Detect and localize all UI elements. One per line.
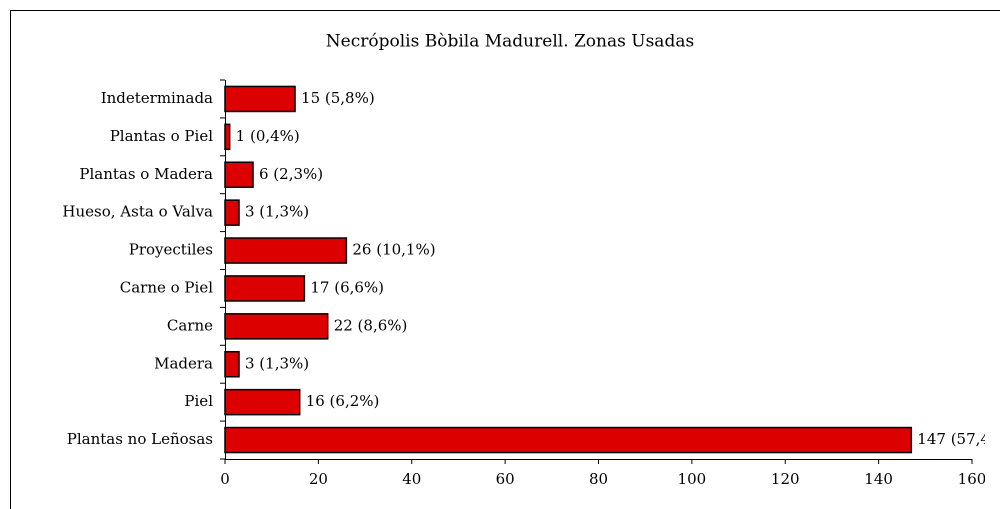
value-label: 147 (57,4%)	[917, 430, 1000, 448]
x-tick-label: 20	[309, 470, 328, 488]
bar	[224, 123, 231, 151]
bar	[224, 426, 913, 454]
y-tick-label: Madera	[154, 354, 213, 372]
value-label: 26 (10,1%)	[352, 241, 435, 259]
x-tick-label: 80	[589, 470, 608, 488]
x-tick-label: 120	[771, 470, 800, 488]
bar	[224, 237, 348, 264]
value-label: 1 (0,4%)	[236, 127, 300, 145]
bar	[224, 199, 240, 226]
x-tick-label: 0	[220, 470, 230, 488]
x-tick-label: 140	[864, 470, 893, 488]
x-tick-label: 60	[496, 470, 515, 488]
value-label: 6 (2,3%)	[259, 165, 323, 183]
y-tick-label: Piel	[184, 392, 213, 410]
bar	[224, 388, 301, 416]
value-label: 17 (6,6%)	[310, 278, 384, 296]
y-tick-label: Indeterminada	[101, 89, 213, 107]
value-label: 22 (8,6%)	[334, 316, 408, 334]
x-tick-label: 40	[402, 470, 421, 488]
y-tick-label: Plantas o Piel	[110, 127, 213, 145]
bar	[224, 313, 329, 340]
y-tick-label: Hueso, Asta o Valva	[62, 203, 213, 221]
x-tick-label: 100	[678, 470, 707, 488]
x-tick-label: 160	[958, 470, 987, 488]
value-label: 3 (1,3%)	[245, 203, 309, 221]
value-label: 3 (1,3%)	[245, 354, 309, 372]
y-tick-label: Plantas no Leñosas	[67, 430, 213, 448]
chart-title: Necrópolis Bòbila Madurell. Zonas Usadas	[326, 32, 694, 52]
bar	[224, 161, 254, 189]
bar	[224, 85, 296, 113]
bar	[224, 350, 240, 378]
plot-area: 0 20 40 60 80 100 120 140 160 Indeterminada 15 (5,…	[62, 79, 1000, 488]
value-label: 15 (5,8%)	[301, 89, 375, 107]
chart-frame	[10, 10, 1000, 509]
y-tick-label: Carne	[167, 316, 213, 334]
y-tick-label: Carne o Piel	[120, 278, 213, 296]
y-tick-label: Plantas o Madera	[79, 165, 213, 183]
bar	[224, 275, 306, 302]
y-tick-label: Proyectiles	[129, 241, 213, 259]
value-label: 16 (6,2%)	[306, 392, 380, 410]
